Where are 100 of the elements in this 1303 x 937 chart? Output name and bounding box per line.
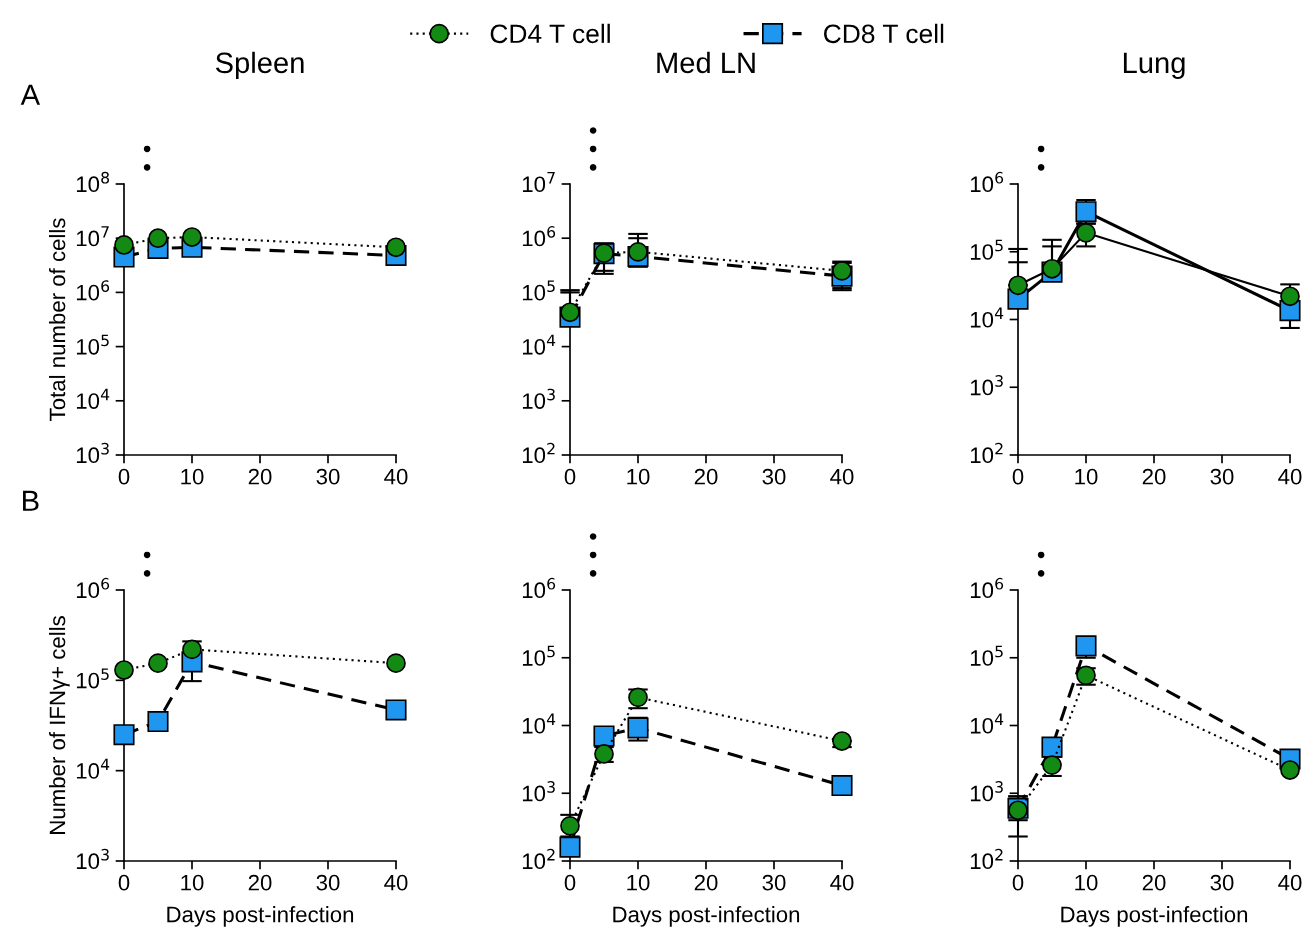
y-tick-label: 10$^{5}$ (76, 668, 109, 689)
legend-label: CD8 T cell (824, 23, 944, 44)
point (386, 237, 406, 258)
point (147, 710, 169, 733)
point (831, 774, 853, 797)
point (559, 836, 581, 858)
text: ● (1037, 551, 1045, 559)
point (1008, 275, 1028, 296)
legend-label: CD4 T cell (490, 23, 610, 44)
point (628, 241, 648, 262)
x-tick-label: 40 (384, 874, 408, 891)
point (560, 302, 580, 323)
y-tick-label: 10$^{4}$ (76, 388, 110, 409)
y-tick-label: 10$^{3}$ (522, 781, 555, 802)
x-tick-label: 40 (830, 468, 854, 485)
x-tick-label: 0 (564, 874, 576, 891)
text: ● (589, 551, 597, 559)
y-tick-label: 10$^{3}$ (522, 388, 555, 409)
y-tick-label: 10$^{2}$ (522, 848, 555, 870)
text: ● (589, 164, 597, 171)
y-tick-label: 10$^{4}$ (970, 307, 1004, 328)
x-tick-label: 20 (1142, 468, 1166, 485)
x-tick-label: 30 (1210, 468, 1234, 485)
text: B (23, 490, 39, 511)
x-axis-title: Days post-infection (167, 906, 354, 927)
y-tick-label: 10$^{2}$ (522, 442, 555, 464)
y-tick-label: 10$^{6}$ (76, 280, 110, 301)
y-tick-label: 10$^{3}$ (76, 848, 109, 870)
x-tick-label: 20 (1142, 874, 1166, 891)
point (182, 639, 202, 660)
y-tick-label: 10$^{4}$ (970, 713, 1004, 734)
x-axis-title: Days post-infection (1061, 906, 1248, 927)
point (114, 235, 134, 255)
text: A (20, 84, 41, 105)
x-tick-label: 30 (1210, 874, 1234, 891)
point (1041, 736, 1063, 758)
x-tick-label: 10 (627, 468, 650, 485)
text: ● (143, 164, 151, 171)
x-tick-label: 10 (1075, 468, 1098, 485)
x-tick-label: 20 (248, 468, 272, 485)
text: ● (589, 533, 597, 540)
text: ● (143, 551, 151, 559)
y-tick-label: 10$^{6}$ (522, 577, 556, 599)
x-tick-label: 0 (118, 468, 130, 485)
y-tick-label: 10$^{4}$ (76, 758, 110, 779)
y-tick-label: 10$^{6}$ (76, 577, 110, 599)
y-tick-label: 10$^{3}$ (970, 781, 1003, 802)
y-axis-title: Total number of cells (48, 218, 66, 421)
x-tick-label: 40 (384, 468, 408, 485)
x-tick-label: 40 (1278, 874, 1302, 891)
x-tick-label: 20 (248, 874, 272, 891)
x-tick-label: 40 (830, 874, 854, 891)
point (182, 227, 202, 247)
y-axis-title: Number of IFNγ+ cells (48, 616, 70, 834)
point (385, 699, 407, 721)
x-tick-label: 10 (181, 874, 204, 891)
y-tick-label: 10$^{3}$ (970, 375, 1003, 396)
point (832, 731, 852, 751)
x-tick-label: 0 (118, 874, 130, 891)
chart-title: Spleen (215, 51, 304, 79)
text: ● (589, 145, 597, 153)
x-tick-label: 30 (762, 874, 786, 891)
point (832, 260, 852, 281)
x-tick-label: 40 (1278, 468, 1302, 485)
text: ● (1037, 164, 1045, 171)
y-tick-label: 10$^{7}$ (522, 172, 555, 193)
point (1076, 223, 1096, 243)
y-tick-label: 10$^{7}$ (76, 226, 109, 247)
y-tick-label: 10$^{8}$ (76, 171, 110, 193)
point (113, 724, 135, 746)
y-tick-label: 10$^{6}$ (970, 577, 1004, 599)
x-tick-label: 30 (316, 874, 340, 891)
point (560, 816, 580, 836)
y-tick-label: 10$^{6}$ (522, 226, 556, 247)
point (1280, 760, 1300, 780)
chart-title: Med LN (657, 51, 755, 74)
point (148, 653, 168, 674)
y-tick-label: 10$^{5}$ (76, 334, 109, 355)
text: ● (143, 570, 151, 577)
x-tick-label: 30 (316, 468, 340, 485)
x-tick-label: 20 (694, 874, 718, 891)
point (386, 653, 406, 674)
text: ● (143, 145, 151, 153)
x-tick-label: 0 (1012, 468, 1024, 485)
point (114, 660, 134, 680)
x-tick-label: 0 (564, 468, 576, 485)
y-tick-label: 10$^{5}$ (522, 645, 555, 666)
chart-title: Lung (1123, 52, 1185, 79)
text: ● (1037, 570, 1045, 577)
x-tick-label: 0 (1012, 874, 1024, 891)
y-tick-label: 10$^{3}$ (76, 442, 109, 464)
y-tick-label: 10$^{5}$ (970, 239, 1003, 260)
y-tick-label: 10$^{2}$ (970, 848, 1003, 870)
y-tick-label: 10$^{5}$ (522, 280, 555, 301)
y-tick-label: 10$^{4}$ (522, 334, 556, 355)
y-tick-label: 10$^{2}$ (970, 442, 1003, 464)
x-axis-title: Days post-infection (613, 906, 800, 927)
x-tick-label: 10 (627, 874, 650, 891)
x-tick-label: 20 (694, 468, 718, 485)
y-tick-label: 10$^{4}$ (522, 713, 556, 734)
